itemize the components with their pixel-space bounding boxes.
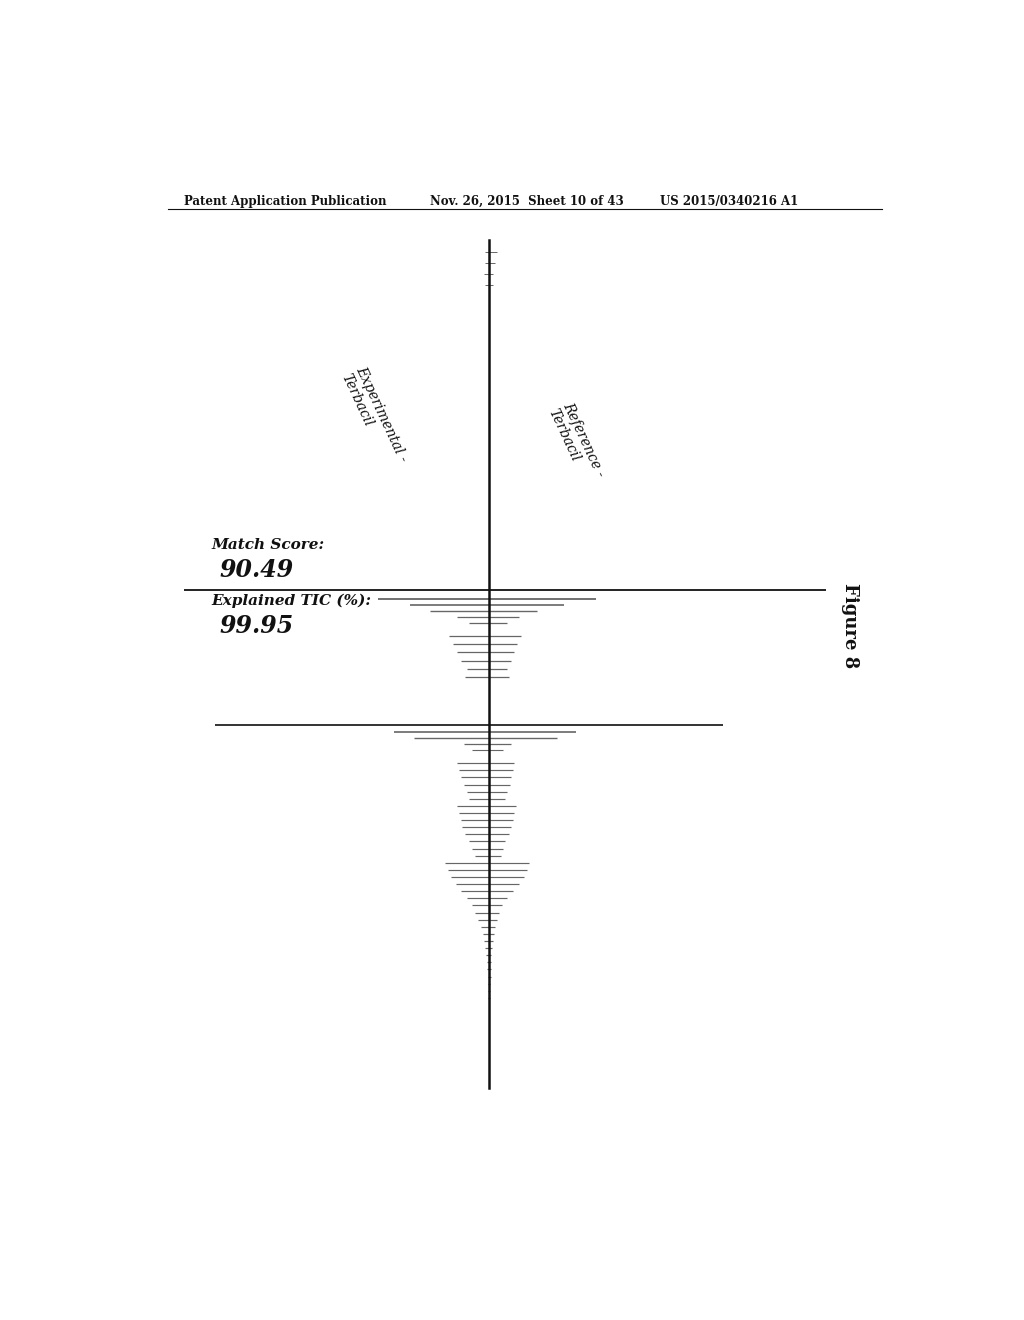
Text: Match Score:: Match Score: [211,537,325,552]
Text: Figure 8: Figure 8 [841,583,859,668]
Text: 99.95: 99.95 [219,614,294,638]
Text: Reference -
Terbacil: Reference - Terbacil [546,400,607,486]
Text: Nov. 26, 2015  Sheet 10 of 43: Nov. 26, 2015 Sheet 10 of 43 [430,195,624,209]
Text: Explained TIC (%):: Explained TIC (%): [211,593,372,607]
Text: Experimental -
Terbacil: Experimental - Terbacil [338,364,410,471]
Text: US 2015/0340216 A1: US 2015/0340216 A1 [659,195,798,209]
Text: Patent Application Publication: Patent Application Publication [183,195,386,209]
Text: 90.49: 90.49 [219,558,294,582]
